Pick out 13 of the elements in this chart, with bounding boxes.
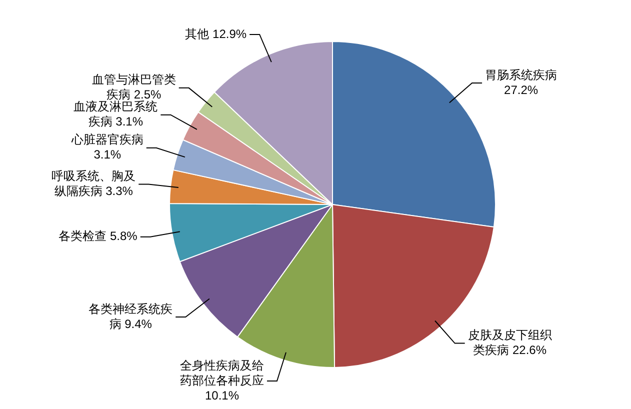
slice-label: 胃肠系统疾病 — [485, 68, 558, 82]
data-label: 27.2% — [504, 82, 538, 97]
data-label: 10.1% — [204, 388, 240, 402]
slice-label: 血液及淋巴系统疾病 3.1% — [74, 100, 158, 129]
slice-label: 血管与淋巴管类疾病 2.5% — [92, 72, 176, 102]
slice-label: 全身性疾病及给药部位各种反应 — [180, 358, 264, 388]
slice-label: 呼吸系统、胸及纵隔疾病 3.3% — [52, 169, 136, 198]
slice-label: 其他 12.9% — [185, 26, 247, 41]
slice-label: 皮肤及皮下组织类疾病 22.6% — [468, 328, 552, 358]
slice-label: 各类检查 5.8% — [58, 229, 138, 244]
slice-label: 各类神经系统疾病 9.4% — [88, 302, 173, 331]
slice-label: 心脏器官疾病 — [70, 132, 144, 147]
data-label: 3.1% — [94, 148, 122, 162]
